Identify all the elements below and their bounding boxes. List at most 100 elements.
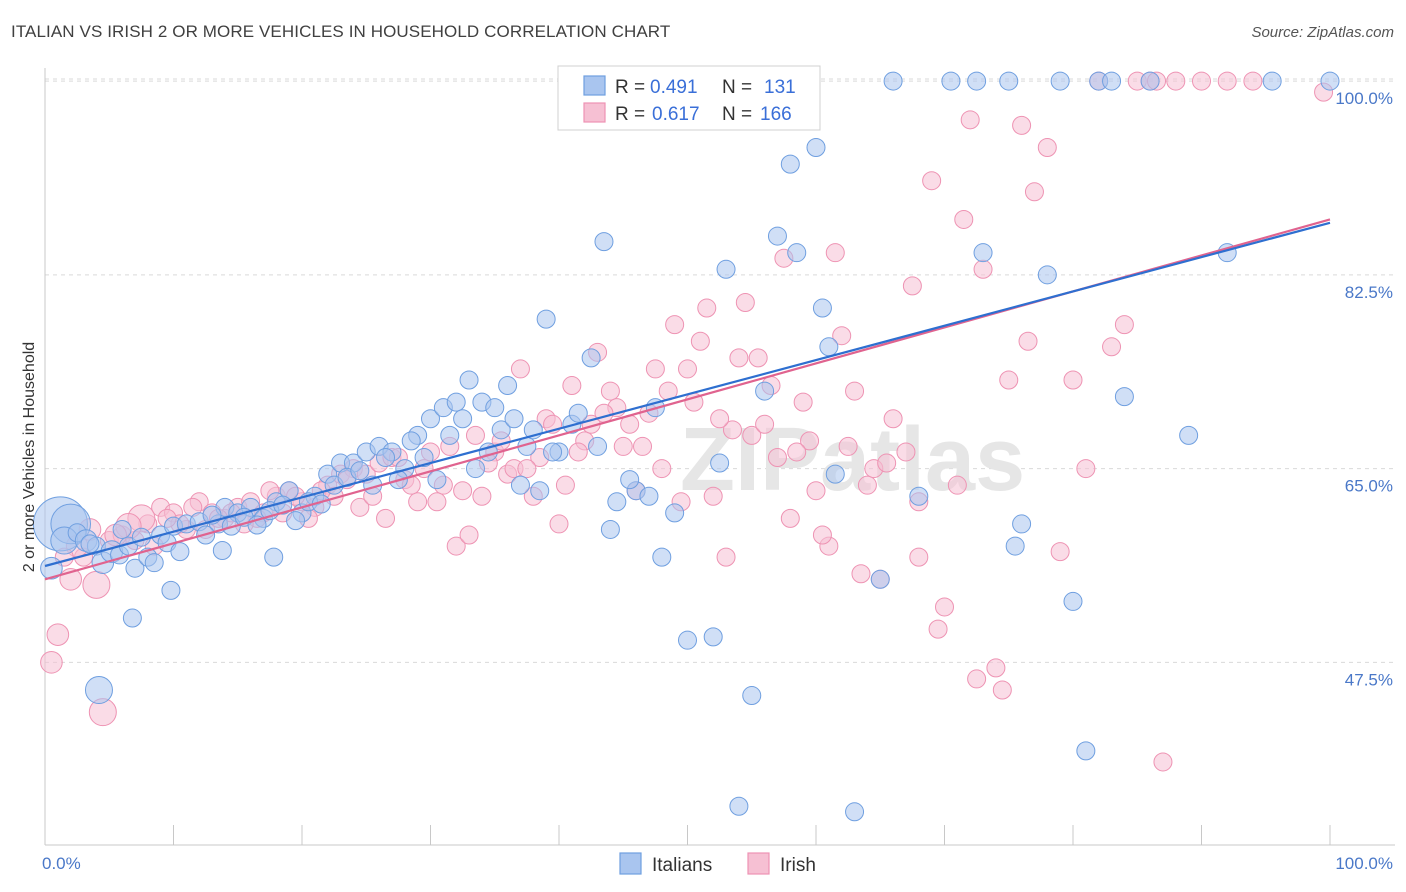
irish-point bbox=[697, 298, 717, 318]
italians-point bbox=[465, 459, 485, 479]
irish-point bbox=[562, 376, 582, 396]
stats-legend: R = 0.491 N = 131 R = 0.617 N = 166 bbox=[557, 65, 821, 131]
irish-point bbox=[896, 442, 916, 462]
irish-point bbox=[376, 508, 396, 528]
irish-point bbox=[716, 547, 736, 567]
italians-point bbox=[212, 541, 232, 560]
legend-r-label-italians: R = bbox=[615, 77, 645, 98]
italians-point bbox=[767, 226, 787, 246]
irish-point bbox=[922, 171, 942, 191]
irish-point bbox=[633, 436, 653, 456]
italians-point bbox=[870, 569, 890, 589]
irish-point bbox=[999, 370, 1019, 390]
italians-point bbox=[510, 475, 530, 495]
italians-point bbox=[376, 448, 396, 467]
irish-point bbox=[986, 658, 1006, 678]
irish-point bbox=[832, 326, 852, 346]
italians-point bbox=[144, 553, 164, 573]
italians-point bbox=[170, 542, 190, 562]
italians-point bbox=[459, 370, 479, 390]
irish-point bbox=[748, 348, 768, 368]
italians-point bbox=[678, 630, 697, 650]
italians-point bbox=[440, 425, 460, 445]
irish-point bbox=[1012, 115, 1032, 135]
italians-point bbox=[999, 71, 1019, 91]
italians-point bbox=[350, 461, 370, 481]
y-tick-label: 82.5% bbox=[1345, 283, 1393, 302]
italians-point bbox=[1037, 265, 1057, 285]
italians-point bbox=[421, 409, 440, 429]
italians-point bbox=[703, 627, 723, 647]
irish-point bbox=[967, 669, 987, 689]
italians-point bbox=[446, 392, 466, 412]
italians-point bbox=[1063, 591, 1083, 611]
irish-point bbox=[459, 525, 479, 545]
legend-n-value-italians: 131 bbox=[764, 77, 796, 98]
irish-point bbox=[1192, 71, 1211, 91]
irish-point bbox=[1114, 315, 1134, 335]
irish-point bbox=[446, 536, 466, 556]
y-tick-label: 100.0% bbox=[1335, 89, 1393, 108]
italians-point bbox=[112, 519, 132, 539]
bottom-legend-swatch-italians bbox=[619, 852, 642, 875]
irish-point bbox=[517, 459, 537, 479]
legend-n-value-irish: 166 bbox=[760, 104, 792, 125]
italians-point bbox=[161, 580, 181, 600]
irish-point bbox=[1050, 542, 1070, 562]
italians-point bbox=[414, 448, 434, 467]
italians-point bbox=[530, 481, 550, 501]
legend-r-label-irish: R = bbox=[615, 104, 645, 125]
italians-point bbox=[600, 519, 620, 539]
italians-point bbox=[1179, 425, 1199, 445]
irish-point bbox=[510, 359, 530, 379]
chart-title: ITALIAN VS IRISH 2 OR MORE VEHICLES IN H… bbox=[11, 22, 671, 41]
irish-point bbox=[857, 475, 877, 495]
irish-point bbox=[427, 492, 447, 512]
irish-point bbox=[1102, 337, 1122, 357]
italians-point bbox=[80, 534, 100, 554]
italians-point bbox=[780, 154, 800, 174]
irish-point bbox=[1166, 71, 1186, 91]
irish-point bbox=[877, 453, 897, 473]
irish-point bbox=[1153, 752, 1173, 772]
italians-point bbox=[122, 608, 142, 628]
italians-point bbox=[716, 259, 736, 279]
irish-point bbox=[1018, 331, 1038, 351]
x-tick-label-max: 100.0% bbox=[1335, 854, 1393, 873]
axes bbox=[44, 68, 1395, 846]
irish-point bbox=[568, 442, 588, 462]
bottom-legend-irish: Irish bbox=[780, 855, 816, 876]
italians-point bbox=[498, 376, 518, 396]
italians-point bbox=[264, 547, 284, 567]
legend-swatch-irish bbox=[583, 102, 606, 123]
irish-point bbox=[838, 436, 858, 456]
tick-labels: 47.5% 65.0% 82.5% 100.0% 0.0% 100.0% bbox=[42, 89, 1393, 873]
irish-point bbox=[549, 514, 569, 534]
italians-point bbox=[131, 527, 151, 547]
gridlines bbox=[45, 78, 1395, 663]
italians-point bbox=[594, 232, 614, 252]
irish-point bbox=[453, 481, 473, 501]
italians-point bbox=[787, 243, 807, 263]
y-axis-label: 2 or more Vehicles in Household bbox=[21, 342, 38, 572]
irish-point bbox=[735, 293, 755, 312]
italians-point bbox=[568, 403, 588, 423]
irish-point bbox=[851, 564, 871, 584]
italians-point bbox=[825, 464, 845, 484]
italians-point bbox=[588, 436, 608, 456]
irish-point bbox=[825, 243, 845, 263]
irish-point bbox=[960, 110, 980, 130]
irish-point bbox=[555, 475, 575, 495]
italians-point bbox=[967, 71, 987, 91]
irish-point bbox=[992, 680, 1012, 700]
irish-point bbox=[1063, 370, 1083, 390]
italians-point bbox=[1076, 741, 1096, 761]
irish-point bbox=[729, 348, 749, 368]
irish-point bbox=[806, 481, 826, 501]
irish-point bbox=[703, 486, 723, 506]
irish-point bbox=[350, 497, 370, 517]
trend-lines bbox=[44, 218, 1331, 581]
italians-point bbox=[729, 796, 749, 816]
irish-point bbox=[973, 259, 993, 279]
